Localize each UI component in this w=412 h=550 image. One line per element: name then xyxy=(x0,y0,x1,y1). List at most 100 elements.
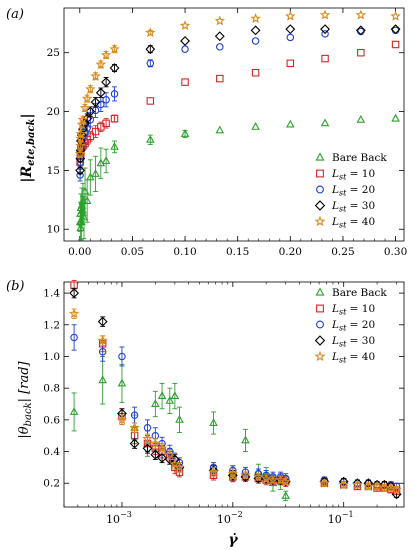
panel-a-data-point xyxy=(321,30,329,38)
panel-b-data-point xyxy=(98,347,107,356)
panel-a-data-point xyxy=(286,119,295,128)
panel-a-ytick-label: 25 xyxy=(47,47,60,59)
panel-a-data-point xyxy=(319,9,331,20)
panel-b-data-point xyxy=(391,484,402,495)
panel-b-data-point xyxy=(241,435,250,444)
panel-b-data-point xyxy=(116,414,128,425)
panel-b-legend-label: Bare Back xyxy=(332,287,387,299)
panel-a-data-point xyxy=(391,113,400,122)
panel-a-data-point xyxy=(216,43,224,51)
panel-b-data-point xyxy=(143,424,152,432)
panel-a-ytick-label: 15 xyxy=(47,165,60,177)
panel-a-data-point xyxy=(86,132,95,141)
panel-b-data-point xyxy=(170,391,180,400)
panel-b-legend-marker xyxy=(314,350,326,362)
panel-b-data-point xyxy=(175,415,184,423)
panel-b-legend-marker xyxy=(315,287,325,296)
panel-a-label: (a) xyxy=(6,7,24,22)
panel-a-data-point xyxy=(146,97,155,105)
panel-a-data-point xyxy=(81,93,93,104)
panel-a-legend-label-sub: st xyxy=(339,221,347,230)
panel-a-data-point xyxy=(95,59,107,69)
panel-a-data-point xyxy=(251,68,260,77)
panel-a-data-point xyxy=(320,118,330,127)
panel-b-data-point xyxy=(253,471,264,482)
panel-b-legend-label-main: L xyxy=(331,319,339,331)
panel-b-data-point xyxy=(385,482,397,493)
panel-a-data-point xyxy=(320,24,330,35)
panel-b-data-point xyxy=(68,308,80,319)
panel-b-legend-label: Lst = 30 xyxy=(331,335,375,349)
panel-a-data-point xyxy=(91,169,100,177)
panel-b-data-point xyxy=(338,479,349,490)
panel-b-data-point xyxy=(130,411,139,419)
panel-b-data-point xyxy=(97,316,108,327)
panel-a-legend-label-main: L xyxy=(331,200,339,212)
panel-b-xtick-label: 10−2 xyxy=(217,510,243,526)
panel-a-data-point xyxy=(391,40,400,49)
panel-b-legend-label-end: = 20 xyxy=(346,319,375,331)
panel-a-data-point xyxy=(250,25,261,36)
panel-b-data-point xyxy=(280,476,291,487)
panel-a-legend-marker xyxy=(315,152,325,161)
panel-a-legend-label-main: L xyxy=(331,216,339,228)
panel-a-data-point xyxy=(79,102,91,113)
panel-a-data-point xyxy=(82,196,92,204)
panel-a-data-point xyxy=(216,74,224,83)
panel-b-legend-label: Lst = 40 xyxy=(331,351,375,365)
panel-b-series-2 xyxy=(70,324,401,491)
panel-a-ylabel-end: | xyxy=(19,113,35,118)
panel-b-data-point xyxy=(157,452,168,463)
panel-a-legend-label-end: = 10 xyxy=(346,168,375,180)
panel-b-marks xyxy=(68,279,402,502)
panel-b-legend-label-main: L xyxy=(331,335,339,347)
panel-b-legend-marker xyxy=(316,320,324,329)
panel-b-data-point xyxy=(98,375,107,384)
panel-a-data-point xyxy=(215,125,225,134)
panel-b-data-point xyxy=(371,480,383,491)
panel-a-ylabel-sub: ete,back xyxy=(26,118,37,165)
panel-a-data-point xyxy=(214,15,225,26)
panel-a-data-point xyxy=(355,25,366,36)
panel-b-data-point xyxy=(117,378,127,387)
panel-a-data-point xyxy=(321,54,329,63)
panel-a-legend-label-main: L xyxy=(331,184,339,196)
panel-a-ylabel: |Rete,back| xyxy=(19,113,37,182)
panel-b-legend-marker xyxy=(314,335,326,346)
panel-b-data-point xyxy=(97,335,108,346)
panel-b-ytick-label: 1.4 xyxy=(43,288,60,300)
panel-a-data-point xyxy=(356,114,366,123)
panel-a-data-point xyxy=(181,45,189,53)
panel-a-data-point xyxy=(90,70,101,81)
panel-b-data-point xyxy=(157,391,167,400)
panel-a-data-point xyxy=(145,44,156,55)
panel-a-data-point xyxy=(357,48,365,57)
panel-b-xtick-label: 10−3 xyxy=(106,510,132,526)
panel-a-data-point xyxy=(79,212,89,221)
panel-a-marks xyxy=(74,9,401,241)
panel-a-ytick-label: 20 xyxy=(47,106,60,118)
panel-b-ytick-label: 1.0 xyxy=(43,351,60,363)
panel-b-data-point xyxy=(165,396,175,404)
panel-a-legend-label: Lst = 40 xyxy=(331,216,375,230)
panel-a-legend-label: Lst = 20 xyxy=(331,184,375,198)
panel-a-xtick-label: 0.00 xyxy=(68,246,91,258)
panel-a-data-point xyxy=(100,49,112,60)
panel-b-data-point xyxy=(174,461,185,472)
panel-a-ticks: 0.00 0.05 0.10 0.15 0.20 0.25 0.30 10 15 20 25 xyxy=(47,8,407,258)
panel-b-data-point xyxy=(151,399,160,407)
panel-a-data-point xyxy=(110,142,119,150)
panel-a-data-point xyxy=(102,96,110,104)
panel-b-data-point xyxy=(129,438,140,449)
panel-b-data-point xyxy=(150,449,161,460)
panel-a-data-point xyxy=(75,165,86,176)
panel-b-data-point xyxy=(156,442,168,453)
panel-b-data-point xyxy=(150,438,161,449)
panel-b-ytick-label: 0.2 xyxy=(43,478,60,490)
panel-a-data-point xyxy=(82,113,93,124)
panel-b-xlabel: γ̇ xyxy=(228,531,238,548)
panel-a-data-point xyxy=(95,87,106,98)
panel-a-data-point xyxy=(110,90,119,98)
